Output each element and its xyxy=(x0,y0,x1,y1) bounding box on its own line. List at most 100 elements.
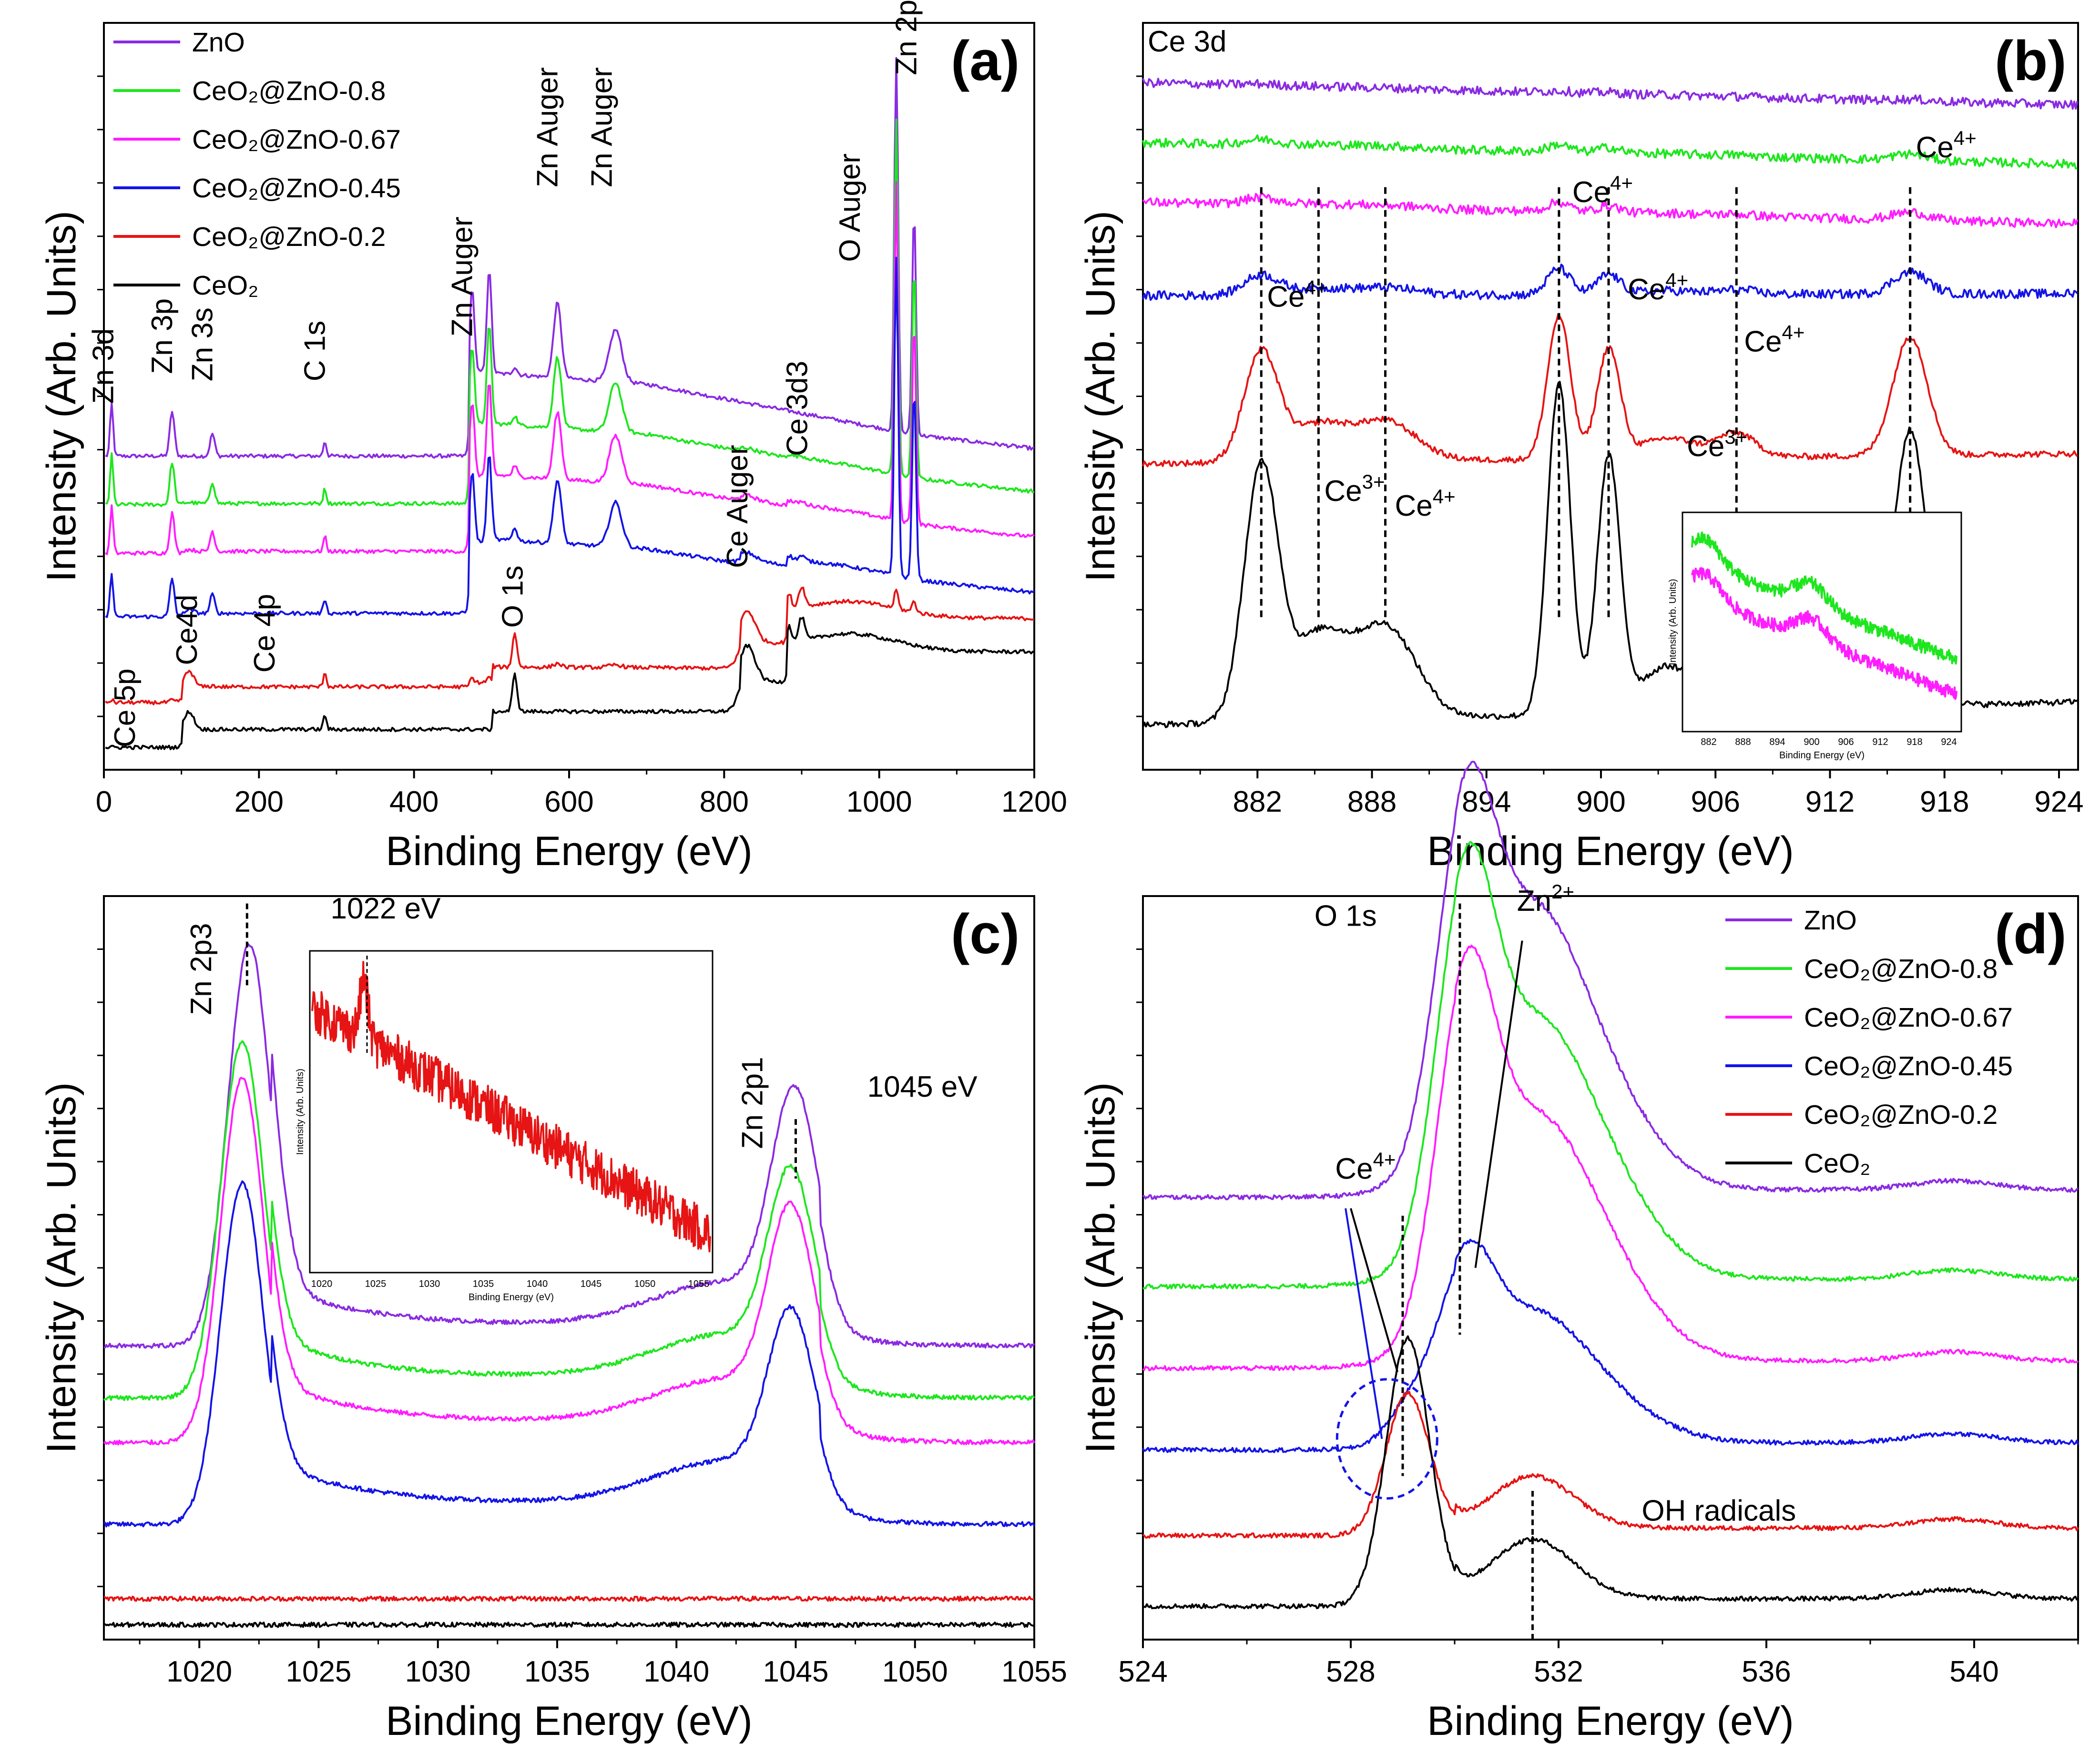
legend-label: CeO₂@ZnO-0.2 xyxy=(1804,1100,1998,1130)
peak-annotation: Ce3+ xyxy=(1324,470,1385,508)
inset-tick-label: 1030 xyxy=(419,1279,440,1289)
panel-b: 882 888 894 900 906 912 918 924 Binding Energy (… xyxy=(1078,22,2084,874)
x-tick-label: 882 xyxy=(1233,785,1282,818)
x-tick-label: 800 xyxy=(700,785,749,818)
x-tick-label: 906 xyxy=(1691,785,1740,818)
y-axis-title: Intensity (Arb. Units) xyxy=(39,211,84,582)
arrow-line xyxy=(1345,1208,1383,1439)
x-axis-title: Binding Energy (eV) xyxy=(386,828,753,874)
legend-label: CeO₂@ZnO-0.45 xyxy=(192,173,401,204)
peak-annotation: Ce4+ xyxy=(1335,1148,1396,1185)
peak-annotation: Ce4+ xyxy=(1572,172,1633,209)
inset-tick-label: 900 xyxy=(1804,737,1819,747)
series-line-CeO₂@ZnO-0.8 xyxy=(1142,134,2078,170)
panel-letter: (d) xyxy=(1995,903,2067,966)
inset-frame xyxy=(1682,511,1962,733)
x-tick-label: 524 xyxy=(1118,1655,1167,1688)
series-line-CeO₂@ZnO-0.8 xyxy=(105,118,1035,508)
x-tick-label: 532 xyxy=(1534,1655,1583,1688)
legend-label: ZnO xyxy=(192,27,245,58)
legend-label: CeO₂@ZnO-0.67 xyxy=(192,124,401,155)
series-line-ZnO xyxy=(1142,78,2079,110)
series-line-CeO₂@ZnO-0.45 xyxy=(1142,1239,2079,1453)
series-line-CeO₂@ZnO-0.2 xyxy=(103,1595,1035,1602)
x-tick-label: 1025 xyxy=(285,1655,351,1688)
peak-annotation: Ce4+ xyxy=(1395,485,1456,522)
inset-tick-label: 924 xyxy=(1941,737,1957,747)
panel-letter: (a) xyxy=(951,30,1019,92)
peak-annotation: 1045 eV xyxy=(867,1071,978,1103)
peak-annotation: Ce Auger xyxy=(721,445,754,568)
peak-annotation: Ce 3d3 xyxy=(781,361,814,456)
inset-tick-label: 906 xyxy=(1838,737,1854,747)
inset-y-title: Intensity (Arb. Units) xyxy=(295,1069,306,1155)
inset-series-line xyxy=(1691,567,1957,700)
legend-label: CeO₂@ZnO-0.45 xyxy=(1804,1051,2013,1081)
peak-annotation: O Auger xyxy=(834,153,867,262)
x-tick-label: 1050 xyxy=(882,1655,948,1688)
x-axis-title: Binding Energy (eV) xyxy=(1427,1698,1794,1744)
arrow-line xyxy=(1350,1208,1399,1372)
inset-tick-label: 1050 xyxy=(634,1279,656,1289)
series-line-CeO₂@ZnO-0.45 xyxy=(103,1180,1035,1528)
peak-annotation: Ce3+ xyxy=(1687,426,1747,463)
x-tick-label: 400 xyxy=(389,785,438,818)
series-line-CeO₂@ZnO-0.45 xyxy=(105,256,1035,620)
series-line-CeO₂ xyxy=(105,616,1035,750)
inset-y-title: Intensity (Arb. Units) xyxy=(1668,579,1678,665)
series-line-ZnO xyxy=(103,943,1035,1349)
x-axis-title: Binding Energy (eV) xyxy=(1427,828,1794,874)
inset-tick-label: 1040 xyxy=(527,1279,548,1289)
panel-letter: (c) xyxy=(951,903,1019,966)
inset-tick-label: 1035 xyxy=(473,1279,494,1289)
peak-annotation: C 1s xyxy=(299,321,332,381)
legend-label: CeO₂@ZnO-0.8 xyxy=(1804,954,1998,984)
x-tick-label: 1000 xyxy=(846,785,912,818)
x-tick-label: 1055 xyxy=(1001,1655,1067,1688)
peak-annotation: Ce4+ xyxy=(1744,321,1804,358)
x-tick-label: 540 xyxy=(1949,1655,1998,1688)
x-tick-label: 528 xyxy=(1326,1655,1375,1688)
series-line-ZnO xyxy=(1142,761,2079,1201)
inset-tick-label: 1055 xyxy=(688,1279,710,1289)
panel-title: Ce 3d xyxy=(1148,25,1226,58)
x-tick-label: 900 xyxy=(1576,785,1625,818)
series-line-CeO₂@ZnO-0.67 xyxy=(103,1077,1035,1446)
series-line-ZnO xyxy=(105,57,1035,459)
x-tick-label: 200 xyxy=(234,785,284,818)
inset-x-title: Binding Energy (eV) xyxy=(1779,750,1865,761)
y-axis-title: Intensity (Arb. Units) xyxy=(39,1082,84,1454)
peak-annotation: Zn 3p xyxy=(146,298,179,374)
x-tick-label: 1040 xyxy=(643,1655,709,1688)
x-axis-title: Binding Energy (eV) xyxy=(386,1698,753,1744)
peak-annotation: Zn Auger xyxy=(585,67,618,187)
peak-annotation: Zn 3s xyxy=(186,307,219,381)
x-tick-label: 924 xyxy=(2034,785,2083,818)
series-line-CeO₂@ZnO-0.2 xyxy=(1142,1391,2079,1539)
x-tick-label: 1035 xyxy=(524,1655,590,1688)
series-line-CeO₂@ZnO-0.67 xyxy=(1142,944,2079,1372)
peak-annotation: 1022 eV xyxy=(330,892,441,925)
peak-annotation: Ce 4p xyxy=(248,594,281,673)
peak-annotation: Ce4+ xyxy=(1628,269,1688,306)
panel-letter: (b) xyxy=(1995,30,2067,92)
peak-annotation: Ce4+ xyxy=(1916,127,1977,164)
series-line-CeO₂@ZnO-0.2 xyxy=(1142,313,2079,468)
series-line-CeO₂ xyxy=(1142,381,2078,728)
x-tick-label: 918 xyxy=(1920,785,1969,818)
inset-tick-label: 1020 xyxy=(311,1279,333,1289)
series-line-CeO₂@ZnO-0.45 xyxy=(1142,264,2078,301)
inset-series-line xyxy=(311,961,711,1253)
legend-label: CeO₂@ZnO-0.8 xyxy=(192,76,386,106)
x-tick-label: 1020 xyxy=(166,1655,232,1688)
inset-series-line xyxy=(1691,531,1957,665)
inset-tick-label: 1045 xyxy=(581,1279,602,1289)
y-axis-title: Intensity (Arb. Units) xyxy=(1078,1082,1123,1454)
legend-label: CeO₂@ZnO-0.67 xyxy=(1804,1002,2013,1033)
inset-tick-label: 918 xyxy=(1906,737,1922,747)
peak-annotation: Ce4+ xyxy=(1267,276,1327,313)
inset-tick-label: 1025 xyxy=(365,1279,387,1289)
panel-a: 0 200 400 600 800 1000 1200 Binding Energy (eV)… xyxy=(39,0,1067,874)
x-tick-label: 912 xyxy=(1805,785,1855,818)
legend-label: CeO₂ xyxy=(1804,1148,1870,1179)
